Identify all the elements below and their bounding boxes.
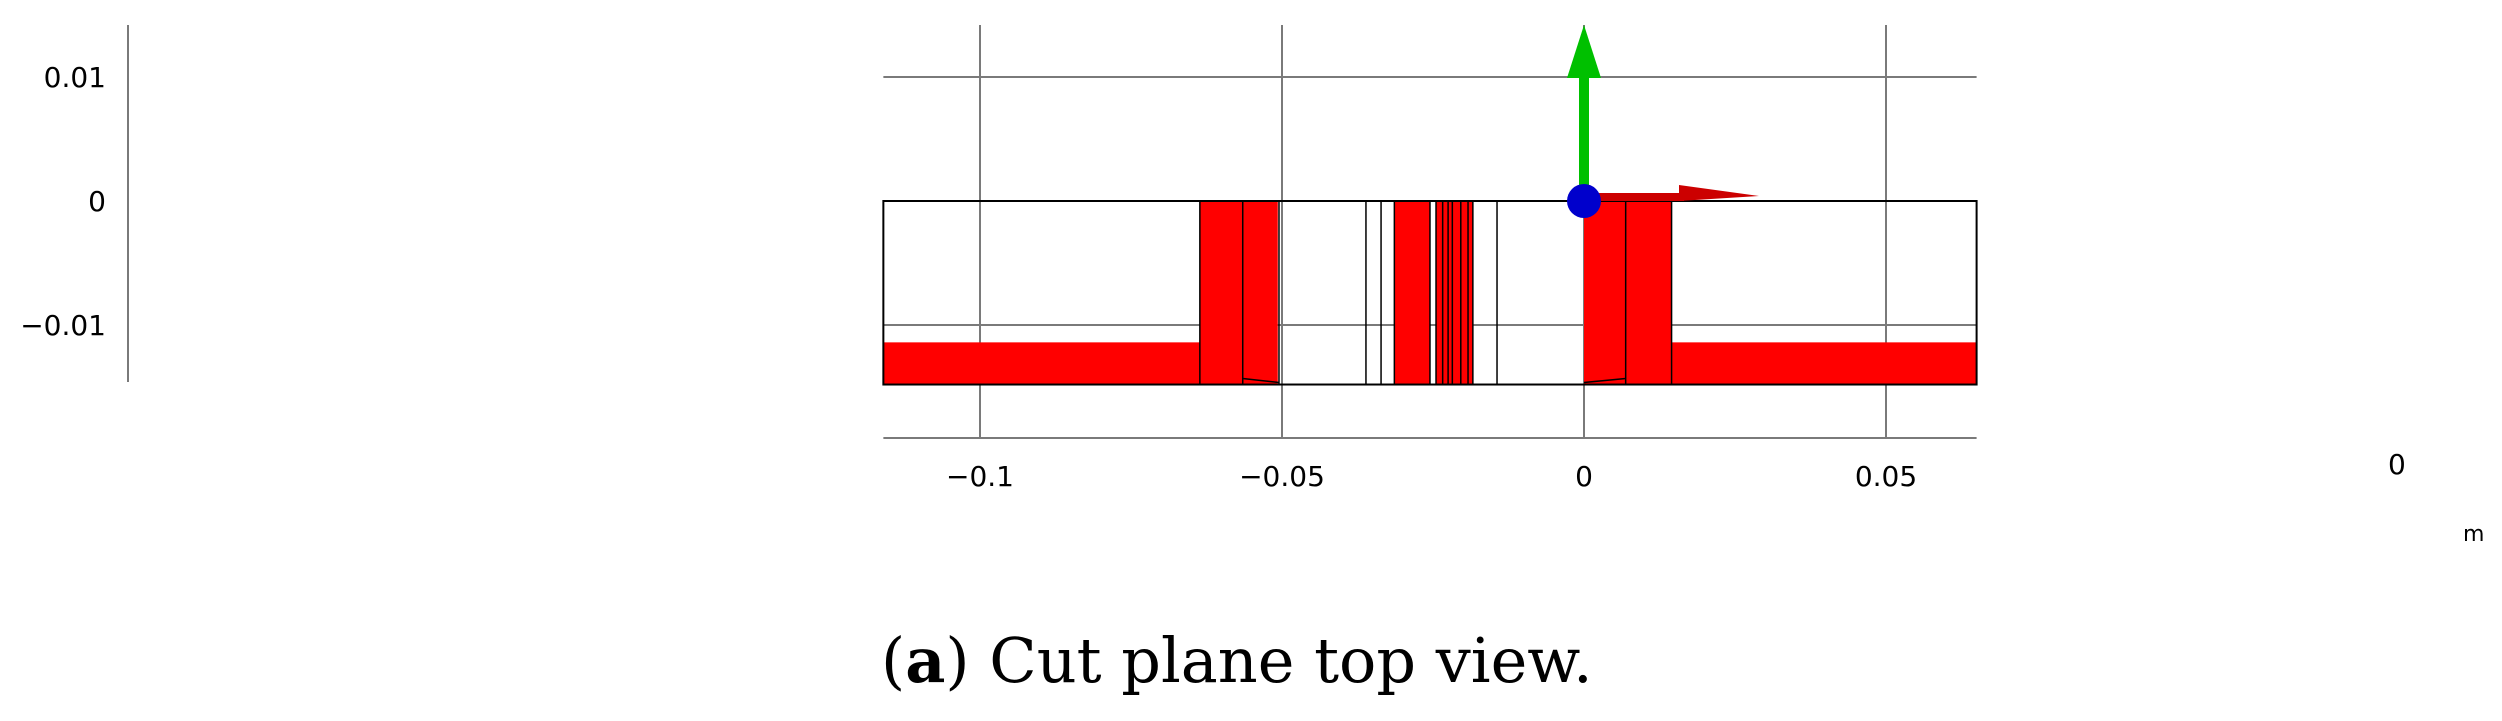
- caption-letter: a: [905, 624, 945, 697]
- unit-label: m: [2463, 522, 2484, 547]
- caption-text: Cut plane top view.: [970, 624, 1593, 697]
- conductor-block-middle-a: [1394, 201, 1430, 385]
- triad-y-arrowhead: [1567, 25, 1601, 78]
- axis-triad: [1567, 25, 1759, 218]
- tick-labels: −0.1 −0.05 0 0.05 0.01 0 −0.01: [20, 61, 1917, 493]
- x-tick-label-0: −0.1: [946, 460, 1014, 493]
- boundary-slant-left: [1242, 377, 1280, 384]
- figure-caption: (a) Cut plane top view.: [881, 624, 1593, 697]
- conductor-strip-left: [883, 342, 1200, 385]
- conductor-strip-right: [1671, 342, 1977, 385]
- triad-x-shaft: [1584, 193, 1684, 201]
- x-tick-label-2: 0: [1575, 460, 1593, 493]
- conductor-block-left: [1199, 201, 1278, 385]
- caption-open-paren: (: [881, 624, 905, 697]
- caption-close-paren: ): [945, 624, 969, 697]
- boundary-slant-right: [1583, 377, 1626, 384]
- x-tick-label-1: −0.05: [1239, 460, 1325, 493]
- geometry-group: [882, 200, 1978, 386]
- y-tick-label-2: −0.01: [20, 309, 106, 342]
- x-tick-label-3: 0.05: [1855, 460, 1917, 493]
- conductor-block-right: [1584, 201, 1672, 385]
- y-tick-label-1: 0: [88, 185, 106, 218]
- triad-origin-point: [1567, 184, 1601, 218]
- corner-zero-label: 0: [2388, 448, 2406, 481]
- triad-y-shaft: [1579, 75, 1589, 201]
- y-tick-label-0: 0.01: [44, 61, 106, 94]
- triad-x-arrowhead: [1679, 185, 1759, 201]
